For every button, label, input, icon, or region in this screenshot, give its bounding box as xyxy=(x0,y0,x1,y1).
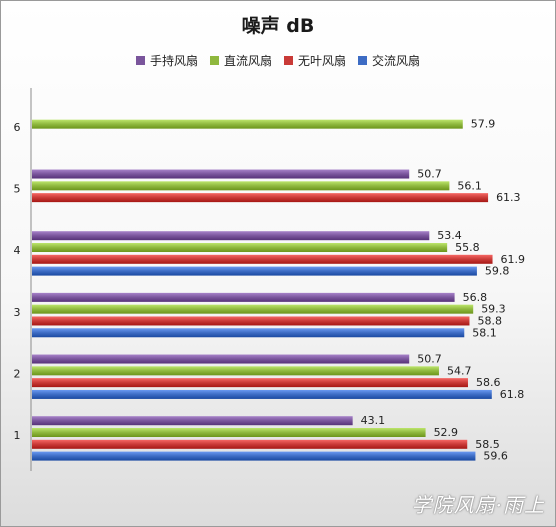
data-label: 61.3 xyxy=(496,191,521,204)
data-label: 61.9 xyxy=(501,253,526,266)
bar xyxy=(32,304,474,314)
legend-swatch xyxy=(135,56,145,65)
bar xyxy=(32,366,439,376)
legend-swatch xyxy=(358,56,368,65)
y-tick-label: 6 xyxy=(14,121,21,134)
legend-item: 直流风扇 xyxy=(209,52,272,69)
data-label: 55.8 xyxy=(455,241,480,254)
data-label: 58.5 xyxy=(475,438,500,451)
data-label: 57.9 xyxy=(471,118,496,131)
legend-label: 无叶风扇 xyxy=(298,54,347,68)
bar xyxy=(32,266,477,276)
legend-item: 手持风扇 xyxy=(135,52,198,69)
data-label: 50.7 xyxy=(417,168,442,181)
data-label: 58.6 xyxy=(476,376,501,389)
bar xyxy=(32,316,470,326)
legend-swatch xyxy=(209,56,219,65)
data-label: 59.8 xyxy=(485,265,510,278)
data-label: 50.7 xyxy=(417,353,442,366)
bar xyxy=(32,119,463,129)
legend-swatch xyxy=(284,56,293,65)
bar xyxy=(32,354,410,364)
data-label: 59.3 xyxy=(481,303,506,316)
bar xyxy=(32,416,353,426)
bar xyxy=(32,231,430,241)
data-label: 58.8 xyxy=(477,314,502,327)
y-tick-label: 1 xyxy=(14,429,21,442)
data-label: 58.1 xyxy=(472,326,497,339)
data-label: 43.1 xyxy=(361,414,386,427)
legend-label: 手持风扇 xyxy=(149,54,198,68)
bar xyxy=(32,378,468,388)
chart-title: 噪声 dB xyxy=(241,15,315,37)
legend-label: 直流风扇 xyxy=(223,54,272,68)
data-label: 52.9 xyxy=(434,426,459,439)
data-label: 61.8 xyxy=(500,388,525,401)
bar xyxy=(32,181,450,191)
data-label: 56.1 xyxy=(457,179,482,192)
data-label: 59.6 xyxy=(483,450,508,463)
y-tick-label: 4 xyxy=(14,244,21,257)
legend-item: 无叶风扇 xyxy=(284,52,346,69)
bar xyxy=(32,243,448,252)
bar xyxy=(32,169,410,179)
data-label: 53.4 xyxy=(437,229,462,242)
bar xyxy=(32,254,493,264)
y-tick-label: 3 xyxy=(14,306,21,319)
y-tick-label: 5 xyxy=(14,183,21,196)
bar xyxy=(32,439,468,449)
bar xyxy=(32,451,476,461)
data-label: 54.7 xyxy=(447,364,472,377)
bar xyxy=(32,292,455,302)
legend-label: 交流风扇 xyxy=(372,54,421,68)
legend: 手持风扇 直流风扇 无叶风扇 交流风扇 xyxy=(1,52,555,69)
data-label: 56.8 xyxy=(463,291,488,304)
bar xyxy=(32,328,465,338)
watermark: 学院风扇·雨上 xyxy=(411,493,545,517)
bar xyxy=(32,389,492,399)
bar xyxy=(32,428,426,437)
bar xyxy=(32,193,489,203)
legend-item: 交流风扇 xyxy=(358,52,420,69)
y-tick-label: 2 xyxy=(14,368,21,381)
